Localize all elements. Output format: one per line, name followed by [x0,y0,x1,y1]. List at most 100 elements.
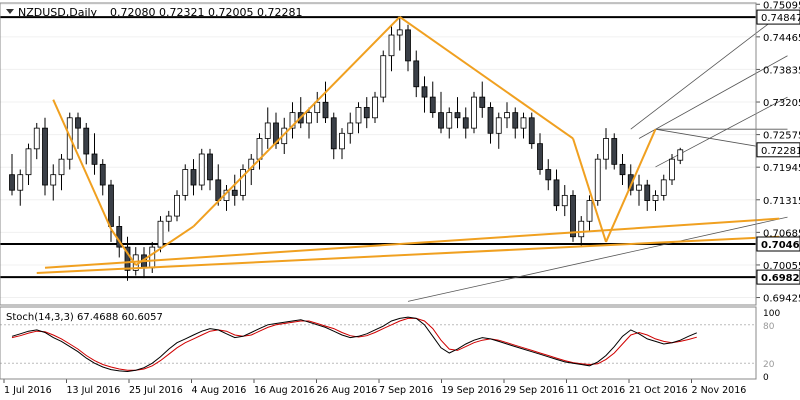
candle-body[interactable] [611,138,618,165]
candle-body[interactable] [520,117,527,129]
pattern-line [36,235,780,274]
stochastic-panel: 100 80 20 0 [0,309,780,383]
x-tick-label: 7 Sep 2016 [379,385,433,396]
candle-body[interactable] [603,138,609,160]
candle-body[interactable] [256,138,263,160]
candle-body[interactable] [355,107,362,124]
candle-body[interactable] [669,158,675,181]
candle-body[interactable] [289,112,296,129]
candle-body[interactable] [322,101,329,119]
candle-body[interactable] [380,55,387,98]
candle-body[interactable] [636,184,642,191]
candle-body[interactable] [33,127,40,150]
candle-body[interactable] [108,184,114,227]
candle-body[interactable] [231,189,238,196]
candle-body[interactable] [190,169,197,186]
pattern-lines [36,16,780,274]
candle-body[interactable] [677,149,684,161]
candle-body[interactable] [438,112,444,129]
candle-body[interactable] [495,117,502,134]
stoch-level-label: 100 [763,309,780,319]
candle-body[interactable] [471,96,477,129]
candle-body[interactable] [421,86,428,98]
candle-body[interactable] [182,169,189,196]
candle-body[interactable] [578,220,585,238]
x-tick-label: 13 Jul 2016 [67,385,121,396]
channel-line [407,216,788,302]
candle-body[interactable] [652,194,659,201]
candle-body[interactable] [372,96,378,119]
candle-body[interactable] [264,122,271,139]
candle-body[interactable] [504,112,510,119]
candles[interactable] [9,16,684,281]
candle-body[interactable] [215,179,222,201]
candle-body[interactable] [479,96,486,108]
y-tick-label: 0.70055 [763,261,800,272]
candle-body[interactable] [124,246,131,271]
price-tag-box [756,236,800,252]
candle-body[interactable] [50,174,57,186]
candle-body[interactable] [83,127,90,155]
candle-body[interactable] [157,220,164,248]
y-tick-label: 0.75095 [763,0,800,11]
candle-body[interactable] [462,117,469,129]
candle-body[interactable] [25,148,32,176]
candle-body[interactable] [528,117,535,145]
candle-body[interactable] [198,153,205,186]
candle-body[interactable] [553,179,560,207]
candle-body[interactable] [388,34,395,57]
y-tick-label: 0.74465 [763,33,800,44]
pattern-line [399,16,574,140]
candle-body[interactable] [99,163,106,186]
candle-body[interactable] [454,112,461,119]
price-tag-box [756,9,800,25]
candle-body[interactable] [75,117,81,129]
x-tick-label: 21 Oct 2016 [629,385,688,396]
candle-body[interactable] [363,107,370,119]
candle-body[interactable] [660,179,667,196]
y-tick-label: 0.73205 [763,98,800,109]
candle-body[interactable] [487,107,494,134]
candle-body[interactable] [174,194,180,217]
candle-body[interactable] [644,184,651,201]
candle-body[interactable] [396,29,403,36]
candle-body[interactable] [58,158,65,176]
candle-body[interactable] [207,153,213,181]
y-tick-label: 0.71315 [763,196,800,207]
candle-body[interactable] [619,163,626,176]
candle-body[interactable] [512,112,519,129]
candle-body[interactable] [240,169,246,196]
candle-body[interactable] [9,174,15,191]
candle-body[interactable] [586,200,593,222]
candle-body[interactable] [17,174,24,191]
candle-body[interactable] [627,174,634,191]
candle-body[interactable] [413,60,420,88]
candle-body[interactable] [429,96,436,114]
candle-body[interactable] [405,29,411,62]
candle-body[interactable] [347,122,354,134]
candle-body[interactable] [537,143,543,170]
price-tag-box [756,142,800,158]
candle-body[interactable] [570,194,576,238]
candle-body[interactable] [149,246,156,269]
candle-body[interactable] [165,215,172,222]
candle-body[interactable] [561,194,568,207]
stoch-label: Stoch(14,3,3) 67.4688 60.6057 [6,312,163,323]
candle-body[interactable] [545,169,552,181]
x-tick-label: 19 Sep 2016 [442,385,502,396]
price-tag-label: 0.74847 [761,13,800,24]
candle-body[interactable] [306,112,312,124]
candle-body[interactable] [42,127,48,186]
candle-body[interactable] [594,158,601,201]
chart-menu-arrow-icon[interactable] [6,9,14,14]
candle-body[interactable] [339,132,345,150]
candle-body[interactable] [446,112,453,129]
candle-body[interactable] [314,101,321,114]
candle-body[interactable] [330,117,337,150]
stoch-signal-line [11,317,697,371]
candle-body[interactable] [91,153,98,165]
pattern-line [44,217,780,269]
